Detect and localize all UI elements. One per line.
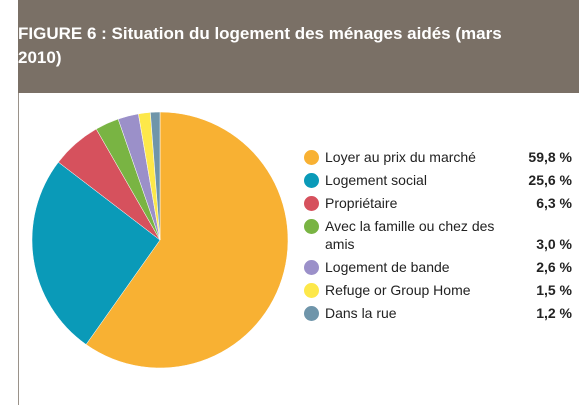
value-label: 25,6 % bbox=[528, 172, 572, 188]
legend-swatch bbox=[304, 219, 319, 234]
legend-label: Loyer au prix du marché bbox=[325, 149, 476, 165]
legend-entry: Dans la rue 1,2 % bbox=[304, 304, 572, 322]
value-label: 1,2 % bbox=[536, 305, 572, 321]
legend-swatch bbox=[304, 306, 319, 321]
legend-entry: Logement social 25,6 % bbox=[304, 171, 572, 189]
pie-slice bbox=[31, 161, 161, 345]
legend-label: Propriétaire bbox=[325, 195, 398, 211]
legend-swatch bbox=[304, 196, 319, 211]
legend-label: Dans la rue bbox=[325, 305, 397, 321]
legend-swatch bbox=[304, 260, 319, 275]
header bbox=[18, 0, 579, 93]
value-label: 6,3 % bbox=[536, 195, 572, 211]
value-label: 1,5 % bbox=[536, 282, 572, 298]
legend-entry: Refuge or Group Home 1,5 % bbox=[304, 281, 572, 299]
value-label: 3,0 % bbox=[536, 236, 572, 252]
legend-entry: Loyer au prix du marché 59,8 % bbox=[304, 148, 572, 166]
legend-swatch bbox=[304, 173, 319, 188]
chart-title: FIGURE 6 : Situation du logement des mén… bbox=[18, 24, 502, 67]
legend-swatch bbox=[304, 283, 319, 298]
value-label: 59,8 % bbox=[528, 149, 572, 165]
value-label: 2,6 % bbox=[536, 259, 572, 275]
legend-entry: Logement de bande 2,6 % bbox=[304, 258, 572, 276]
legend: Loyer au prix du marché 59,8 % Logement so… bbox=[304, 148, 572, 327]
legend-swatch bbox=[304, 150, 319, 165]
legend-label: Logement de bande bbox=[325, 259, 450, 275]
legend-label: Avec la famille ou chez des amis bbox=[325, 218, 495, 252]
frame bbox=[18, 93, 579, 405]
legend-entry: Propriétaire 6,3 % bbox=[304, 194, 572, 212]
legend-label: Refuge or Group Home bbox=[325, 282, 471, 298]
legend-entry: Avec la famille ou chez des amis 3,0 % bbox=[304, 217, 572, 253]
pie-slice bbox=[150, 111, 161, 241]
pie-slice bbox=[85, 111, 289, 369]
legend-label: Logement social bbox=[325, 172, 427, 188]
